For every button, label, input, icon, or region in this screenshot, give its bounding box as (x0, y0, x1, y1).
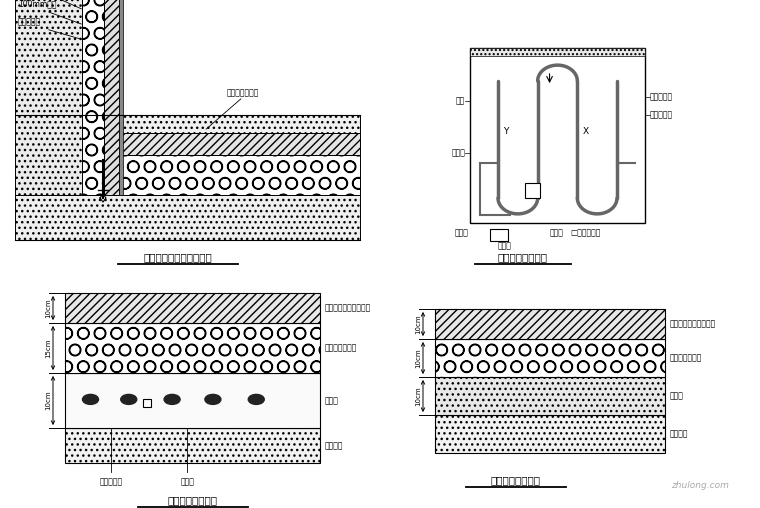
Text: 冷库墙身板与地坪接点图: 冷库墙身板与地坪接点图 (144, 252, 212, 262)
Text: 10cm: 10cm (415, 314, 421, 334)
Text: 波石花管材: 波石花管材 (18, 17, 41, 26)
Bar (100, 133, 360, 155)
Text: 采光层: 采光层 (670, 392, 684, 400)
Text: 储藏: 储藏 (456, 96, 465, 105)
Ellipse shape (205, 394, 221, 404)
Ellipse shape (164, 394, 180, 404)
Text: 冷库内: 冷库内 (451, 148, 465, 157)
Text: 地坪保温防制层: 地坪保温防制层 (325, 343, 357, 353)
Bar (435, 415, 665, 453)
Text: 配温泵: 配温泵 (498, 241, 512, 250)
Text: 楼野花地面，防腐处理: 楼野花地面，防腐处理 (670, 320, 716, 329)
Bar (15, 0, 82, 195)
Bar (100, 155, 360, 195)
Text: 15cm: 15cm (45, 338, 51, 358)
Text: 中温冷库地面大样: 中温冷库地面大样 (490, 475, 540, 485)
Text: Y: Y (503, 126, 508, 136)
Text: 楼野花地面，防腐处理: 楼野花地面，防腐处理 (325, 303, 371, 312)
Text: 常用电热丝: 常用电热丝 (650, 92, 673, 102)
Text: 冷机箱: 冷机箱 (455, 228, 469, 237)
Bar (470, 48, 645, 56)
Text: 海藻板往斗下置: 海藻板往斗下置 (226, 88, 259, 97)
Bar (82, 0, 104, 195)
Text: 10cm: 10cm (45, 298, 51, 318)
Bar (65, 323, 320, 373)
Text: □温控传感器: □温控传感器 (570, 228, 600, 237)
Text: 入口处: 入口处 (550, 228, 564, 237)
Bar (65, 428, 320, 463)
Text: 采暖层: 采暖层 (325, 396, 339, 405)
Bar (15, 195, 360, 240)
Text: 电热丝: 电热丝 (180, 477, 195, 486)
Text: 10cm: 10cm (415, 386, 421, 406)
Bar (143, 399, 150, 407)
Bar (470, 48, 645, 223)
Text: 基础地面: 基础地面 (670, 429, 689, 438)
Text: 地面密缘防潮层: 地面密缘防潮层 (670, 354, 702, 363)
Bar (119, 0, 123, 195)
Text: X: X (582, 126, 588, 136)
Bar (435, 309, 665, 339)
Text: zhulong.com: zhulong.com (671, 481, 729, 490)
Ellipse shape (249, 394, 264, 404)
Bar (65, 373, 320, 428)
Bar (435, 377, 665, 415)
Text: 备用电热丝: 备用电热丝 (650, 110, 673, 119)
Bar (100, 115, 360, 133)
Text: 100mm岩棉: 100mm岩棉 (18, 0, 56, 8)
Text: 10cm: 10cm (415, 348, 421, 368)
Bar (525, 183, 540, 198)
Ellipse shape (83, 394, 99, 404)
Text: 低温冷库地面大样: 低温冷库地面大样 (167, 495, 217, 505)
Text: 10cm: 10cm (45, 391, 51, 410)
Bar (65, 293, 320, 323)
Bar (490, 229, 508, 241)
Bar (104, 0, 119, 195)
Text: 基础地面: 基础地面 (325, 441, 344, 450)
Text: 温度流动管: 温度流动管 (100, 477, 122, 486)
Bar (435, 339, 665, 377)
Text: 冷库地面电热防冻: 冷库地面电热防冻 (498, 252, 547, 262)
Ellipse shape (121, 394, 137, 404)
